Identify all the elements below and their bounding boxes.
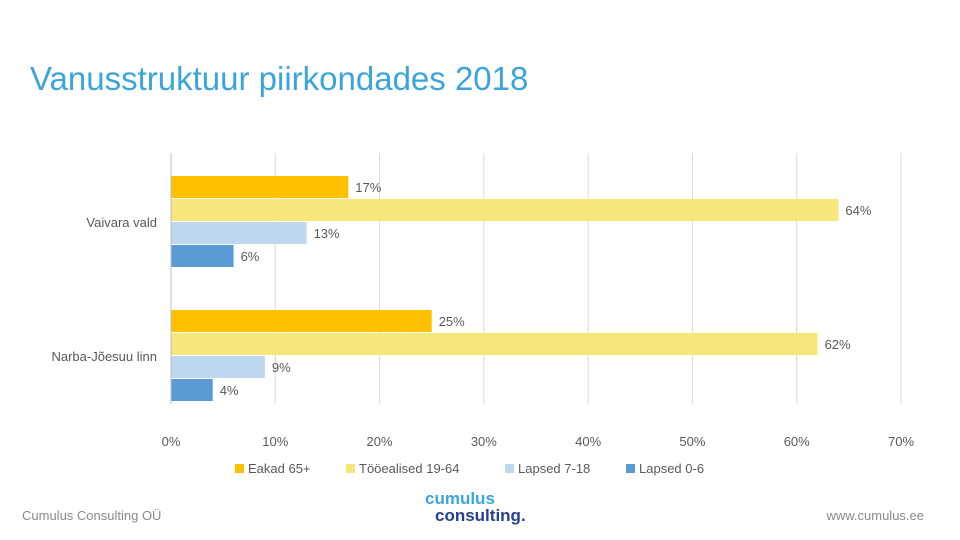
cumulus-logo: cumulus consulting.	[425, 490, 526, 524]
bar	[171, 333, 818, 355]
x-tick-label: 30%	[471, 434, 497, 449]
legend-label: Lapsed 0-6	[639, 461, 704, 476]
legend-label: Lapsed 7-18	[518, 461, 590, 476]
legend-swatch	[235, 464, 244, 473]
x-tick-label: 50%	[679, 434, 705, 449]
bar	[171, 356, 265, 378]
footer-website[interactable]: www.cumulus.ee	[826, 508, 924, 523]
logo-line2: consulting.	[435, 506, 526, 525]
data-label: 64%	[845, 203, 871, 218]
y-category-label: Narba-Jõesuu linn	[51, 349, 157, 364]
logo-line1: cumulus	[425, 489, 495, 508]
data-label: 25%	[439, 314, 465, 329]
legend-swatch	[346, 464, 355, 473]
page-title: Vanusstruktuur piirkondades 2018	[30, 60, 529, 97]
data-label: 62%	[825, 337, 851, 352]
legend-swatch	[626, 464, 635, 473]
legend-label: Tööealised 19-64	[359, 461, 459, 476]
bar	[171, 176, 349, 198]
x-tick-label: 60%	[784, 434, 810, 449]
data-label: 17%	[355, 180, 381, 195]
bar	[171, 199, 839, 221]
x-tick-label: 20%	[367, 434, 393, 449]
bar	[171, 310, 432, 332]
data-label: 9%	[272, 360, 291, 375]
bar	[171, 222, 307, 244]
y-category-label: Vaivara vald	[86, 215, 157, 230]
legend-label: Eakad 65+	[248, 461, 311, 476]
data-label: 13%	[314, 226, 340, 241]
data-label: 4%	[220, 383, 239, 398]
bar	[171, 379, 213, 401]
data-label: 6%	[241, 249, 260, 264]
x-tick-label: 0%	[162, 434, 181, 449]
x-tick-label: 70%	[888, 434, 914, 449]
legend-swatch	[505, 464, 514, 473]
footer-company: Cumulus Consulting OÜ	[22, 508, 162, 523]
bar	[171, 245, 234, 267]
x-tick-label: 40%	[575, 434, 601, 449]
x-tick-label: 10%	[262, 434, 288, 449]
